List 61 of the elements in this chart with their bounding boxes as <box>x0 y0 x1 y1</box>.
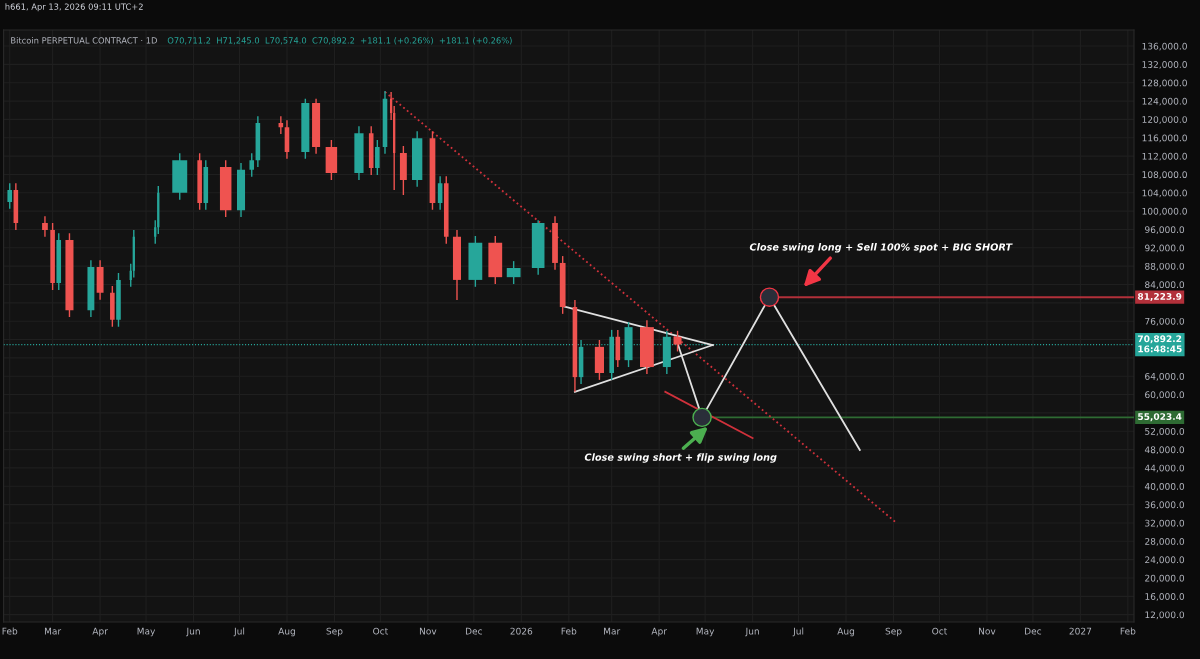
y-tick-label: 60,000.0 <box>1145 391 1185 400</box>
y-tick-label: 32,000.0 <box>1145 519 1185 528</box>
y-tick-label: 120,000.0 <box>1142 116 1187 124</box>
x-tick-label: May <box>696 627 715 637</box>
y-tick-label: 124,000.0 <box>1142 97 1187 106</box>
y-tick-label: 128,000.0 <box>1142 79 1187 88</box>
x-tick-label: Jun <box>745 627 759 637</box>
y-tick-label: 96,000.0 <box>1145 226 1185 234</box>
x-tick-label: Feb <box>1120 627 1136 635</box>
x-tick-label: Dec <box>1025 627 1042 635</box>
y-tick-label: 52,000.0 <box>1145 427 1185 436</box>
y-tick-label: 16,000.0 <box>1145 593 1185 601</box>
x-tick-label: 2027 <box>1069 627 1092 635</box>
y-tick-label: 100,000.0 <box>1142 207 1187 216</box>
text: O70,711.2 H71,245.0 L70,574.0 C70,892.2 +181.1 (+0.26%) +181.1 (+0.26%) <box>167 37 512 45</box>
y-tick-label: 48,000.0 <box>1144 446 1185 455</box>
x-tick-label: Dec <box>465 627 483 635</box>
y-tick-label: 132,000.0 <box>1142 61 1187 69</box>
data-label: 81,223.9 <box>1137 293 1182 301</box>
annotation: Close swing short + flip swing long <box>584 453 777 463</box>
y-tick-label: 84,000.0 <box>1145 281 1185 289</box>
x-tick-label: Sep <box>326 627 343 637</box>
y-tick-label: 76,000.0 <box>1145 317 1185 326</box>
y-tick-label: 64,000.0 <box>1145 372 1185 381</box>
x-tick-label: Nov <box>419 627 437 635</box>
y-tick-label: 44,000.0 <box>1144 464 1185 473</box>
y-tick-label: 112,000.0 <box>1142 152 1187 161</box>
annotation: Close swing long + Sell 100% spot + BIG SHORT <box>749 243 1013 253</box>
y-tick-label: 116,000.0 <box>1142 134 1187 143</box>
x-tick-label: Feb <box>561 627 577 635</box>
x-tick-label: Sep <box>885 627 902 637</box>
x-tick-label: Feb <box>2 627 18 635</box>
y-tick-label: 24,000.0 <box>1145 556 1185 565</box>
x-tick-label: Oct <box>373 627 388 635</box>
y-tick-label: 20,000.0 <box>1145 574 1185 583</box>
y-tick-label: 104,000.0 <box>1142 189 1187 198</box>
x-tick-label: Oct <box>932 627 948 635</box>
text: h661, Apr 13, 2026 09:11 UTC+2 <box>5 3 143 12</box>
x-tick-label: Mar <box>604 627 621 635</box>
y-tick-label: 92,000.0 <box>1145 244 1185 253</box>
y-tick-label: 40,000.0 <box>1144 483 1185 491</box>
data-label: 55,023.4 <box>1138 413 1182 422</box>
x-tick-label: Apr <box>92 627 108 637</box>
ref-line-label: 70,892.2 16:48:45 <box>1137 335 1182 353</box>
x-tick-label: Jun <box>186 627 200 637</box>
x-tick-label: Mar <box>44 627 62 635</box>
y-tick-label: 36,000.0 <box>1145 501 1185 510</box>
x-tick-label: Apr <box>651 627 667 637</box>
x-tick-label: May <box>137 627 156 637</box>
y-tick-label: 136,000.0 <box>1142 42 1187 51</box>
x-tick-label: 2026 <box>510 627 533 635</box>
x-tick-label: Aug <box>278 627 295 637</box>
x-tick-label: Jul <box>792 627 804 637</box>
x-tick-label: Aug <box>837 627 855 637</box>
y-tick-label: 88,000.0 <box>1145 262 1185 271</box>
x-tick-label: Nov <box>979 627 996 635</box>
x-tick-label: Jul <box>233 627 245 637</box>
y-tick-label: 12,000.0 <box>1145 611 1185 620</box>
y-tick-label: 108,000.0 <box>1142 171 1187 179</box>
text: Bitcoin PERPETUAL CONTRACT · 1D <box>11 37 157 44</box>
y-tick-label: 28,000.0 <box>1145 538 1185 546</box>
